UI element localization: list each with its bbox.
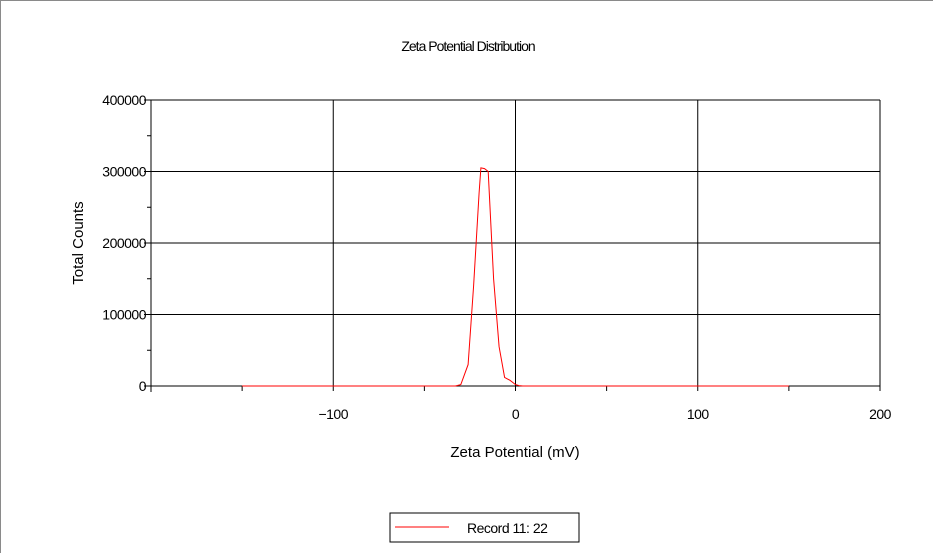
legend: Record 11: 22 xyxy=(389,512,580,543)
x-axis-label: Zeta Potential (mV) xyxy=(450,444,579,461)
y-axis-label: Total Counts xyxy=(70,201,87,284)
y-tick-label: 200000 xyxy=(102,235,146,251)
x-axis-ticks: −100 0 100 200 xyxy=(150,386,892,422)
series-line-record-11-22 xyxy=(242,167,789,387)
grid-lines xyxy=(151,99,881,387)
legend-label-record-11-22: Record 11: 22 xyxy=(467,520,548,536)
y-tick-label: 300000 xyxy=(102,164,146,180)
x-tick-label: 0 xyxy=(512,406,520,422)
y-tick-label: 100000 xyxy=(102,307,146,323)
chart-title: Zeta Potential Distribution xyxy=(401,38,535,54)
x-tick-label: 200 xyxy=(869,406,892,422)
y-tick-label: 400000 xyxy=(102,92,146,108)
x-tick-label: 100 xyxy=(687,406,710,422)
y-tick-label: 0 xyxy=(139,378,147,394)
y-axis-ticks: 0 100000 200000 300000 400000 xyxy=(102,92,151,394)
x-tick-label: −100 xyxy=(318,406,348,422)
series-layer xyxy=(242,167,789,387)
